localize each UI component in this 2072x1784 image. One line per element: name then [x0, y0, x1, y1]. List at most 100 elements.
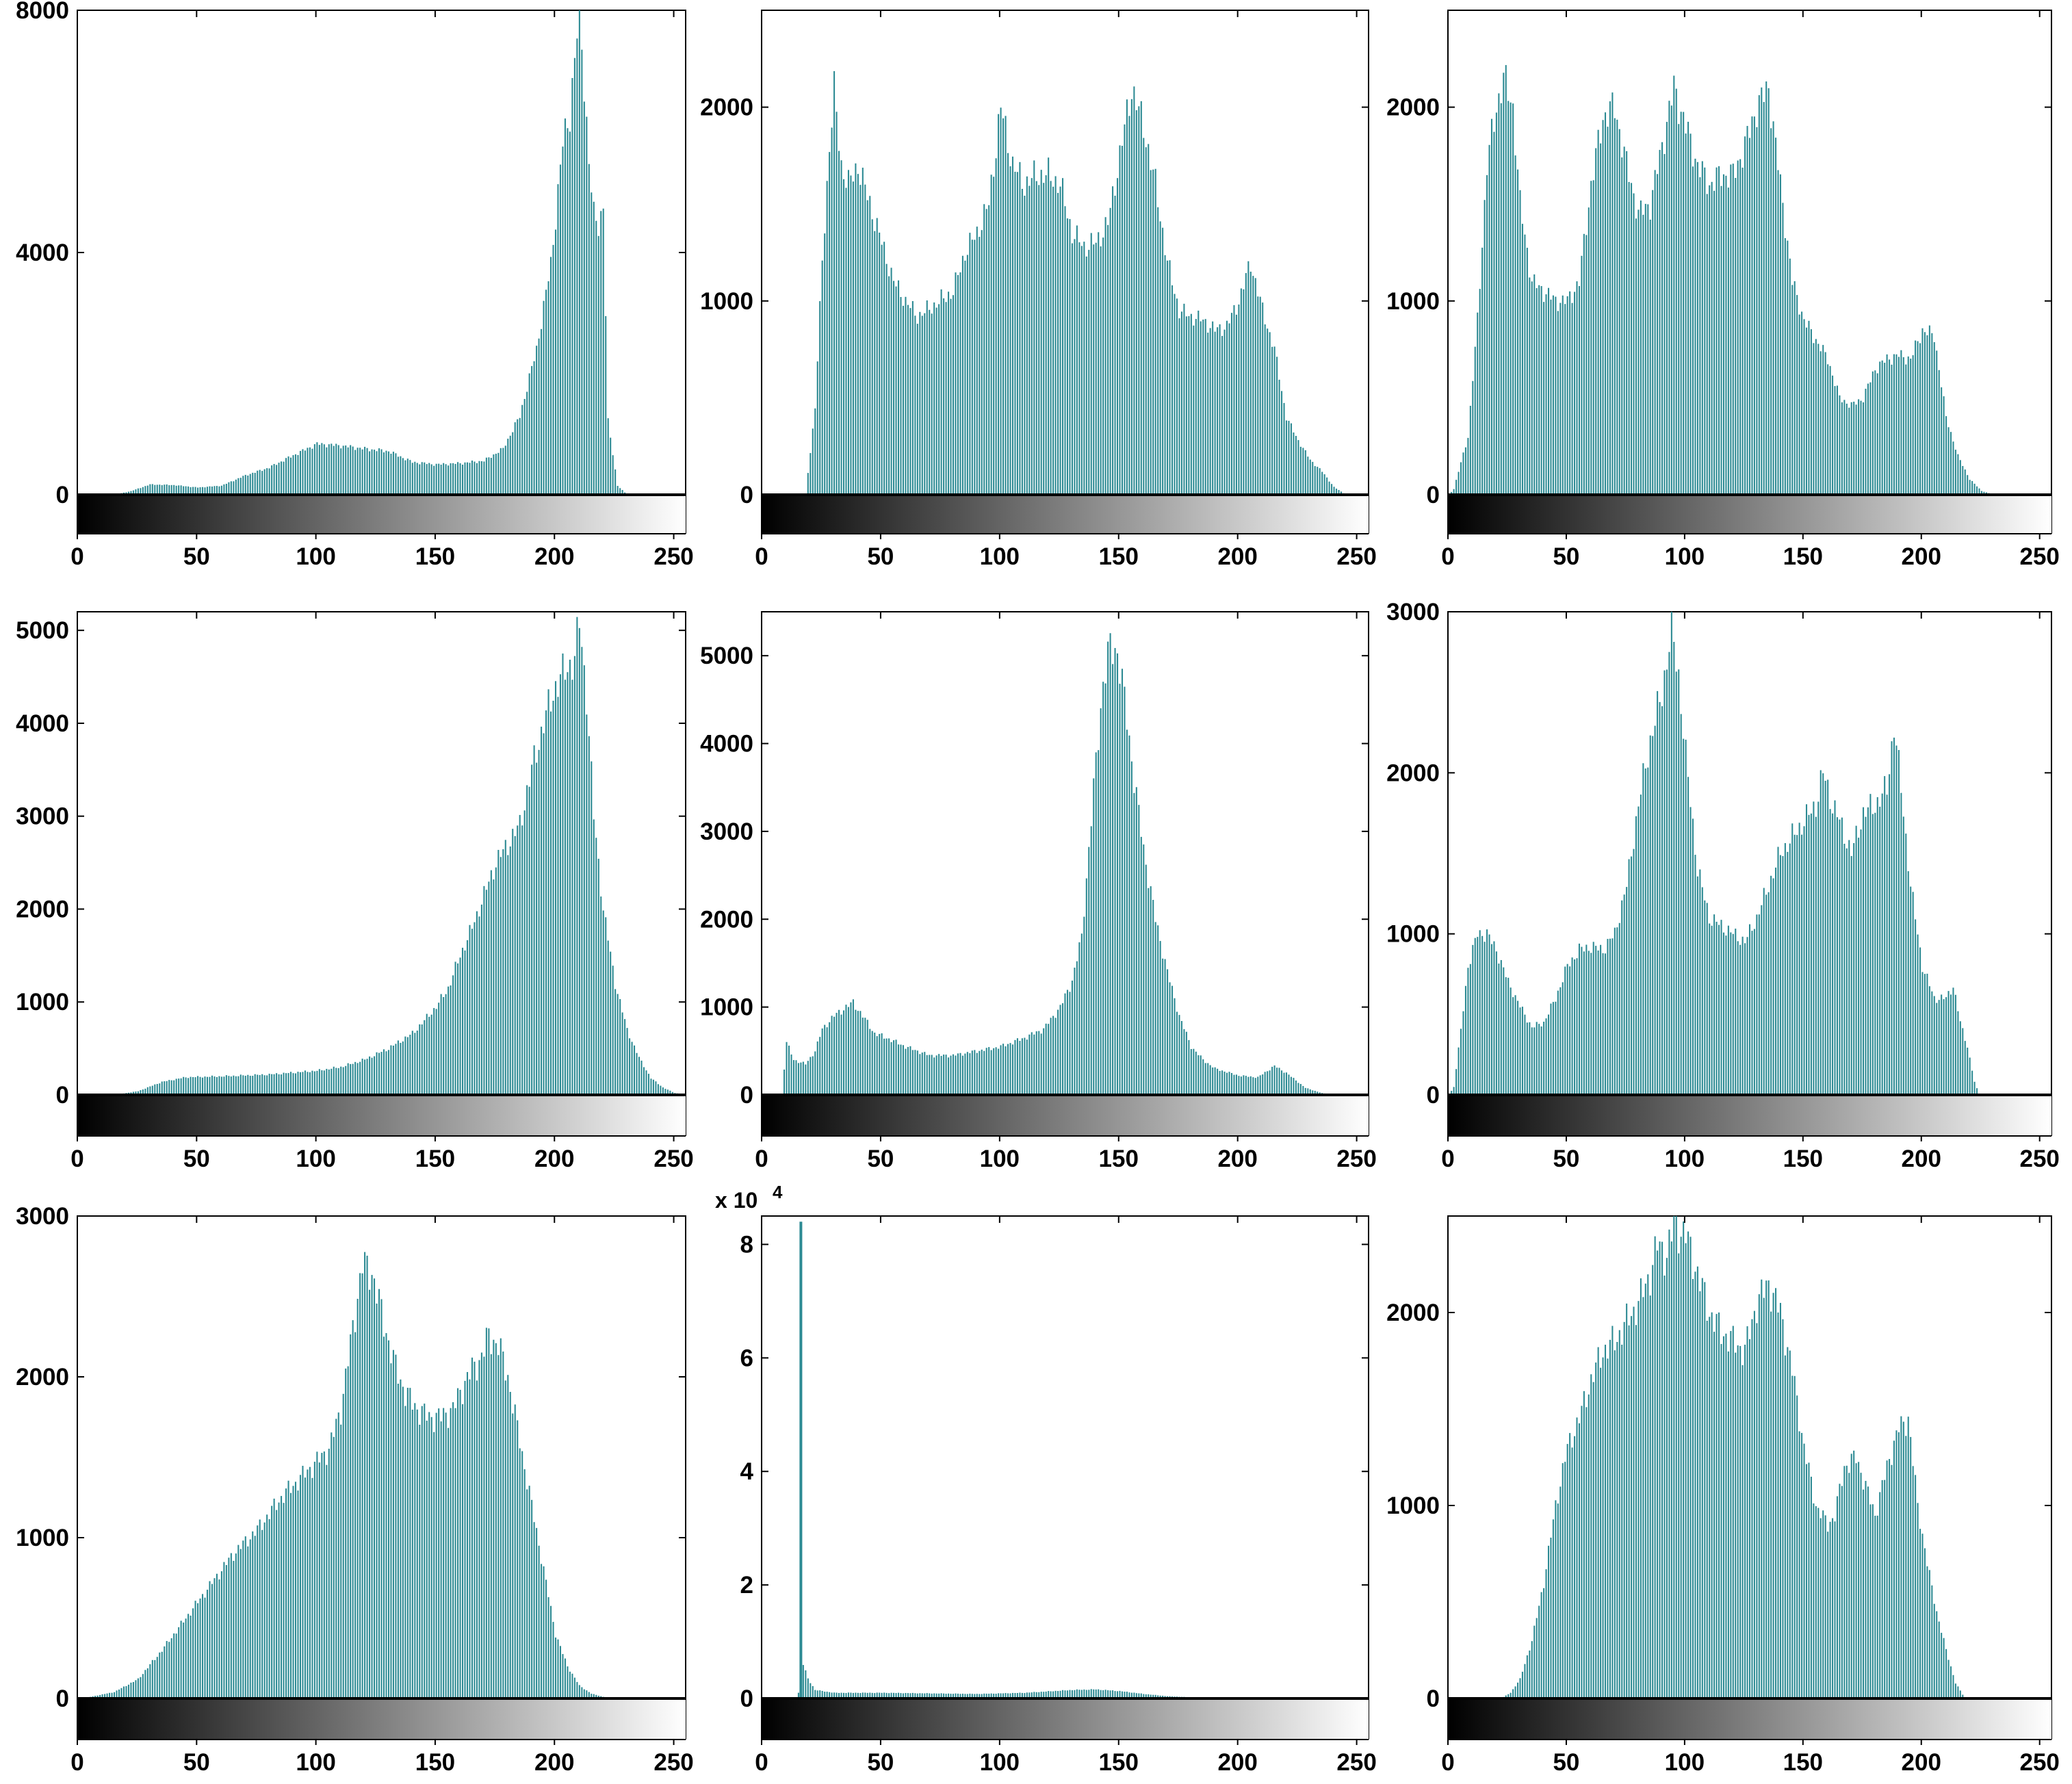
histogram-bar — [931, 313, 933, 495]
histogram-bar — [1751, 931, 1753, 1095]
histogram-bar — [1746, 126, 1748, 495]
x-tick-label: 100 — [296, 1146, 335, 1172]
histogram-bar — [1713, 914, 1715, 1095]
x-tick-label: 0 — [755, 543, 768, 570]
histogram-bar — [1770, 1311, 1772, 1698]
histogram-bar — [1969, 1057, 1971, 1095]
histogram-bar — [1519, 1007, 1521, 1095]
histogram-bar — [647, 1074, 649, 1095]
x-tick-label: 250 — [653, 1749, 693, 1776]
histogram-bar — [1069, 219, 1071, 495]
histogram-bar — [523, 1469, 526, 1698]
histogram-bar — [583, 101, 585, 495]
histogram-bar — [1926, 335, 1928, 495]
plot-frame — [77, 611, 686, 1136]
histogram-bar — [273, 1074, 275, 1095]
histogram-bar — [104, 1694, 106, 1698]
histogram-bars — [116, 10, 626, 495]
histogram-bar — [1822, 1510, 1824, 1698]
histogram-bar — [307, 1072, 309, 1095]
histogram-bar — [1805, 1464, 1808, 1698]
histogram-bar — [1126, 99, 1128, 495]
histogram-bar — [591, 1694, 593, 1698]
histogram-bar — [313, 1071, 315, 1095]
histogram-bar — [1735, 178, 1737, 495]
histogram-bar — [1654, 1236, 1656, 1698]
histogram-bar — [1635, 816, 1637, 1095]
histogram-bar — [454, 463, 456, 495]
histogram-bar — [471, 1357, 474, 1698]
histogram-bar — [1941, 994, 1943, 1095]
histogram-bar — [204, 487, 206, 495]
histogram-bar — [1758, 914, 1760, 1095]
histogram-bar — [964, 1053, 966, 1095]
histogram-bar — [1069, 1690, 1071, 1698]
histogram-bar — [1616, 119, 1618, 495]
histogram-bar — [1787, 851, 1789, 1095]
histogram-bar — [857, 174, 859, 495]
histogram-bar — [959, 272, 961, 495]
histogram-bar — [1462, 452, 1464, 495]
histogram-bar — [879, 1033, 881, 1095]
histogram-bar — [1259, 296, 1261, 495]
histogram-bar — [1867, 807, 1869, 1095]
histogram-bar — [652, 1079, 654, 1095]
histogram-bar — [1746, 1326, 1748, 1698]
histogram-bar — [1464, 447, 1466, 495]
histogram-bar — [1536, 1618, 1538, 1698]
histogram-bar — [1026, 1039, 1028, 1095]
histogram-bar — [1820, 351, 1822, 495]
histogram-bar — [1238, 304, 1240, 495]
histogram-bar — [1148, 888, 1150, 1095]
histogram-bar — [194, 487, 196, 495]
histogram-bar — [1107, 641, 1109, 1095]
histogram-bar — [1569, 966, 1571, 1095]
histogram-bar — [1212, 321, 1214, 495]
histogram-bar — [209, 1581, 211, 1698]
histogram-bar — [1245, 273, 1247, 495]
histogram-bar — [1540, 286, 1542, 495]
histogram-bar — [802, 1061, 804, 1095]
y-scale-exponent: 4 — [773, 1182, 783, 1202]
histogram-bar — [819, 301, 821, 495]
histogram-bar — [239, 1549, 242, 1698]
histogram-bar — [1607, 127, 1609, 495]
histogram-bar — [352, 446, 354, 495]
histogram-bar — [907, 1046, 909, 1095]
histogram-bar — [1827, 1531, 1829, 1698]
histogram-bar — [1730, 1331, 1732, 1698]
histogram-bar — [430, 1417, 432, 1698]
histogram-bar — [1128, 735, 1130, 1095]
histogram-bar — [364, 1252, 366, 1698]
histogram-bar — [1460, 1029, 1462, 1095]
histogram-bar — [1157, 207, 1159, 495]
histogram-bar — [812, 1685, 814, 1698]
histogram-bar — [1124, 686, 1126, 1095]
histogram-bar — [1078, 942, 1080, 1095]
histogram-bar — [1259, 1075, 1261, 1095]
histogram-bar — [1652, 1265, 1654, 1698]
histogram-bar — [897, 1044, 900, 1095]
histogram-bar — [199, 1076, 201, 1095]
histogram-bar — [842, 1010, 845, 1095]
histogram-bar — [1531, 281, 1533, 495]
histogram-bar — [485, 890, 487, 1095]
histogram-bar — [1514, 1686, 1516, 1698]
histogram-bar — [1817, 344, 1820, 495]
histogram-bar — [1611, 938, 1614, 1095]
histogram-bar — [1853, 1450, 1855, 1698]
histogram-bar — [610, 437, 612, 495]
histogram-bar — [1938, 1621, 1940, 1698]
histogram-bar — [1829, 809, 1831, 1095]
histogram-bar — [1148, 144, 1150, 495]
histogram-bar — [1052, 186, 1054, 495]
histogram-bar — [443, 463, 445, 495]
histogram-bar — [380, 449, 383, 495]
histogram-bar — [443, 997, 445, 1095]
histogram-bar — [1009, 166, 1011, 495]
histogram-bar — [1694, 1271, 1696, 1698]
histogram-bar — [480, 904, 482, 1095]
histogram-bar — [1822, 773, 1824, 1095]
histogram-bar — [1718, 925, 1720, 1095]
